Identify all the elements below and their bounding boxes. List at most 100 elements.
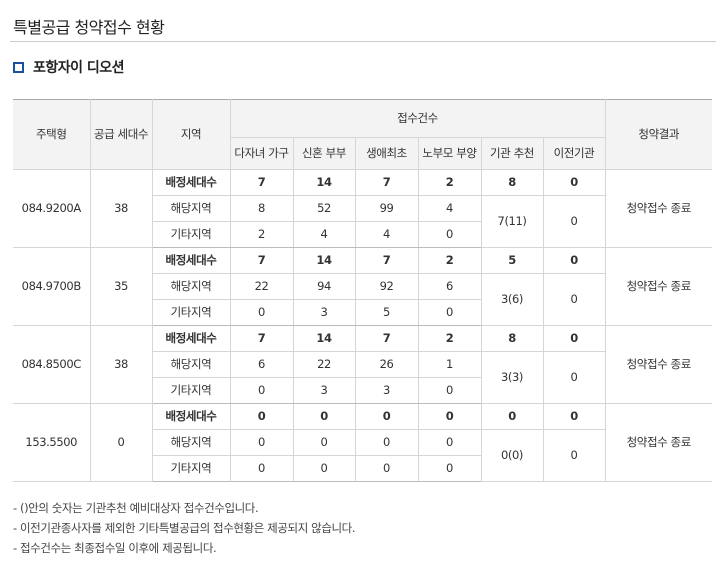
- count-cell: 0: [292, 403, 356, 430]
- count-cell: 0: [229, 455, 294, 482]
- count-cell: 99: [354, 195, 419, 222]
- table-row: 084.9700B 35 배정세대수 7 14 7 2 5 0 청약접수 종료: [13, 247, 712, 326]
- table-row: 153.5500 0 배정세대수 0 0 0 0 0 0 청약접수 종료: [13, 403, 712, 482]
- count-cell: 7: [354, 325, 419, 352]
- count-cell: 22: [292, 351, 356, 378]
- count-cell: 94: [292, 273, 356, 300]
- header-category: 신혼 부부: [292, 137, 356, 170]
- region-cell: 배정세대수: [151, 403, 231, 430]
- count-cell: 6: [417, 273, 482, 300]
- table-row: 기타지역 0 3 5 0: [13, 299, 712, 326]
- count-cell: 5: [354, 299, 419, 326]
- count-cell: 0: [417, 221, 481, 248]
- region-cell: 기타지역: [152, 221, 231, 248]
- count-cell: 14: [292, 169, 356, 196]
- table-row: 해당지역 6 22 26 1 3(3) 0: [13, 351, 712, 404]
- table-row: 해당지역 0 0 0 0 0(0) 0: [13, 429, 712, 482]
- housing-type-cell: 084.8500C: [13, 325, 91, 404]
- count-cell: 92: [354, 273, 419, 300]
- table-row: 기타지역 0 3 3 0: [13, 377, 712, 404]
- header-category: 다자녀 가구: [230, 137, 294, 170]
- transfer-allocated-cell: 0: [542, 247, 606, 274]
- transfer-allocated-cell: 0: [542, 325, 606, 352]
- supply-units-cell: 38: [89, 325, 153, 404]
- count-cell: 6: [229, 351, 294, 378]
- header-category: 노부모 부양: [417, 137, 482, 170]
- note: - ()안의 숫자는 기관추천 예비대상자 접수건수입니다.: [13, 501, 259, 515]
- housing-type-cell: 084.9200A: [13, 169, 91, 248]
- agency-received-cell: 0(0): [480, 429, 544, 482]
- agency-allocated-cell: 8: [480, 325, 544, 352]
- note: - 이전기관종사자를 제외한 기타특별공급의 접수현황은 제공되지 않습니다.: [13, 521, 356, 535]
- square-bullet-icon: [13, 61, 24, 73]
- count-cell: 0: [417, 403, 482, 430]
- region-cell: 해당지역: [152, 429, 231, 456]
- note: - 접수건수는 최종접수일 이후에 제공됩니다.: [13, 541, 217, 555]
- count-cell: 22: [229, 273, 294, 300]
- count-cell: 4: [292, 221, 356, 248]
- region-cell: 기타지역: [152, 377, 231, 404]
- header-housing-type: 주택형: [13, 99, 91, 170]
- result-cell: 청약접수 종료: [604, 247, 712, 326]
- count-cell: 0: [229, 377, 294, 404]
- count-cell: 0: [229, 429, 294, 456]
- count-cell: 0: [417, 429, 482, 456]
- table-row: 084.9200A 38 배정세대수 7 14 7 2 8 0 청약접수 종료: [13, 169, 712, 248]
- table-row: 084.8500C 38 배정세대수 7 14 7 2 8 0 청약접수 종료: [13, 325, 712, 404]
- agency-allocated-cell: 0: [480, 403, 544, 430]
- agency-allocated-cell: 5: [480, 247, 544, 274]
- supply-units-cell: 35: [89, 247, 153, 326]
- count-cell: 52: [292, 195, 356, 222]
- count-cell: 3: [292, 377, 356, 404]
- header-received: 접수건수: [229, 99, 606, 138]
- count-cell: 4: [354, 221, 419, 248]
- title-divider: [10, 41, 716, 42]
- count-cell: 7: [229, 247, 294, 274]
- transfer-received-cell: 0: [542, 351, 606, 404]
- count-cell: 7: [229, 169, 294, 196]
- region-cell: 배정세대수: [151, 325, 231, 352]
- special-supply-table: 주택형 공급 세대수 지역 접수건수 청약결과 다자녀 가구 신혼 부부 생애최초 노…: [13, 99, 712, 482]
- count-cell: 0: [229, 403, 294, 430]
- region-cell: 해당지역: [152, 195, 231, 222]
- notes: - ()안의 숫자는 기관추천 예비대상자 접수건수입니다. - 이전기관종사자…: [13, 498, 356, 558]
- supply-units-cell: 0: [89, 403, 153, 482]
- count-cell: 0: [417, 299, 481, 326]
- transfer-allocated-cell: 0: [542, 169, 606, 196]
- region-cell: 해당지역: [152, 351, 231, 378]
- count-cell: 2: [417, 247, 482, 274]
- count-cell: 8: [229, 195, 294, 222]
- header-category: 기관 추천: [480, 137, 544, 170]
- page-title: 특별공급 청약접수 현황: [13, 18, 165, 37]
- count-cell: 0: [229, 299, 294, 326]
- header-category: 이전기관: [542, 137, 606, 170]
- agency-allocated-cell: 8: [480, 169, 544, 196]
- header-supply-units: 공급 세대수: [89, 99, 153, 170]
- count-cell: 0: [354, 403, 419, 430]
- count-cell: 2: [417, 169, 482, 196]
- count-cell: 3: [354, 377, 419, 404]
- count-cell: 0: [417, 455, 481, 482]
- count-cell: 14: [292, 247, 356, 274]
- agency-received-cell: 7(11): [480, 195, 544, 248]
- count-cell: 0: [354, 429, 419, 456]
- result-cell: 청약접수 종료: [604, 169, 712, 248]
- count-cell: 3: [292, 299, 356, 326]
- header-result: 청약결과: [604, 99, 712, 170]
- table-row: 기타지역 0 0 0 0: [13, 455, 712, 482]
- housing-type-cell: 084.9700B: [13, 247, 91, 326]
- table-row: 기타지역 2 4 4 0: [13, 221, 712, 248]
- count-cell: 0: [417, 377, 481, 404]
- transfer-allocated-cell: 0: [542, 403, 606, 430]
- region-cell: 해당지역: [152, 273, 231, 300]
- complex-heading: 포항자이 디오션: [13, 57, 125, 77]
- supply-units-cell: 38: [89, 169, 153, 248]
- transfer-received-cell: 0: [542, 273, 606, 326]
- count-cell: 0: [354, 455, 419, 482]
- count-cell: 1: [417, 351, 482, 378]
- count-cell: 26: [354, 351, 419, 378]
- transfer-received-cell: 0: [542, 429, 606, 482]
- region-cell: 배정세대수: [151, 169, 231, 196]
- region-cell: 기타지역: [152, 455, 231, 482]
- agency-received-cell: 3(3): [480, 351, 544, 404]
